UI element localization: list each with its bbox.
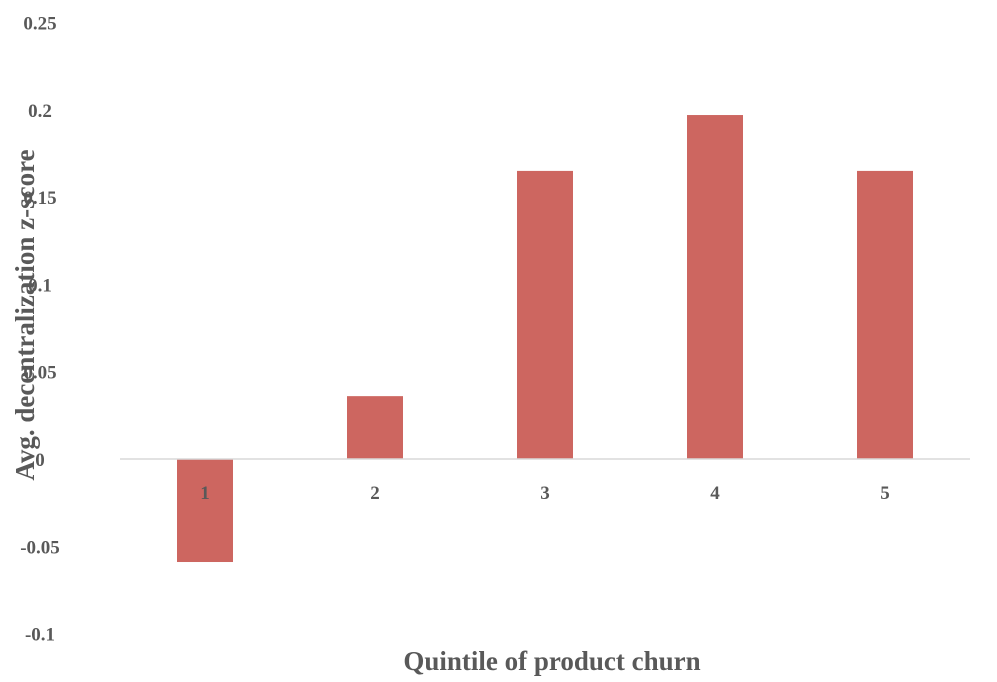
x-axis-title: Quintile of product churn — [403, 646, 700, 676]
x-tick-label: 1 — [200, 483, 210, 504]
y-tick-label: -0.1 — [25, 625, 55, 646]
y-tick-label: -0.05 — [20, 537, 60, 558]
x-tick-label: 3 — [540, 483, 550, 504]
y-tick-label: 0.25 — [23, 14, 56, 35]
x-tick-label: 5 — [880, 483, 890, 504]
y-axis-ticks: 0.25 0.2 0.15 0.1 0.05 0 -0.05 -0.1 — [20, 14, 60, 646]
bar-1 — [177, 459, 233, 563]
y-tick-label: 0 — [35, 450, 45, 471]
y-tick-label: 0.2 — [28, 101, 52, 122]
y-tick-label: 0.15 — [23, 188, 56, 209]
bar-2 — [347, 396, 403, 459]
x-axis-ticks: 1 2 3 4 5 — [200, 483, 890, 504]
bars — [177, 115, 913, 563]
y-tick-label: 0.1 — [28, 275, 52, 296]
bar-4 — [687, 115, 743, 460]
y-tick-label: 0.05 — [23, 363, 56, 384]
bar-3 — [517, 170, 573, 459]
y-axis-title: Avg. decentralization z-score — [10, 149, 40, 480]
x-tick-label: 2 — [370, 483, 380, 504]
x-tick-label: 4 — [710, 483, 720, 504]
bar-5 — [857, 170, 913, 459]
